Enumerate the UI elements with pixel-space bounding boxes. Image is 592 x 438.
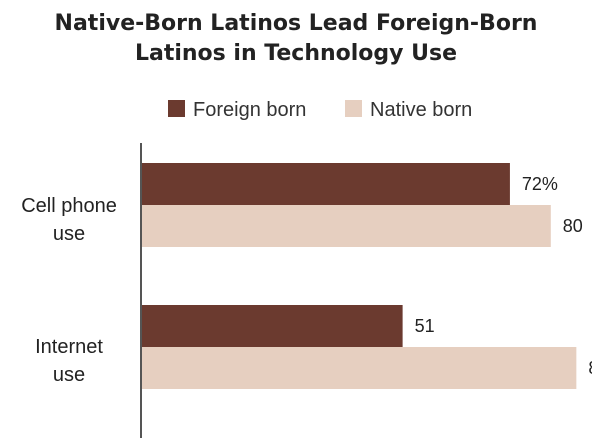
category-label-1-line-1: use xyxy=(53,364,85,386)
category-label-1-line-0: Internet xyxy=(35,336,103,358)
chart-title-line-1: Native-Born Latinos Lead Foreign-Born xyxy=(55,11,538,36)
chart-title-line-2: Latinos in Technology Use xyxy=(135,41,457,66)
bars xyxy=(142,163,577,389)
category-label-0-line-0: Cell phone xyxy=(21,195,117,217)
legend: Foreign born Native born xyxy=(168,99,472,121)
bar-native-born-1 xyxy=(142,347,577,389)
legend-label-foreign-born: Foreign born xyxy=(193,99,306,121)
data-label-native-born-0: 80 xyxy=(563,216,583,236)
bar-native-born-0 xyxy=(142,205,551,247)
data-label-foreign-born-1: 51 xyxy=(415,316,435,336)
bar-foreign-born-0 xyxy=(142,163,510,205)
bar-foreign-born-1 xyxy=(142,305,403,347)
data-labels: 72% 80 51 85 xyxy=(415,174,592,378)
legend-swatch-foreign-born xyxy=(168,100,185,117)
category-labels: Cell phone use Internet use xyxy=(21,195,117,386)
legend-label-native-born: Native born xyxy=(370,99,472,121)
legend-swatch-native-born xyxy=(345,100,362,117)
category-label-0-line-1: use xyxy=(53,223,85,245)
data-label-foreign-born-0: 72% xyxy=(522,174,558,194)
data-label-native-born-1: 85 xyxy=(588,358,592,378)
